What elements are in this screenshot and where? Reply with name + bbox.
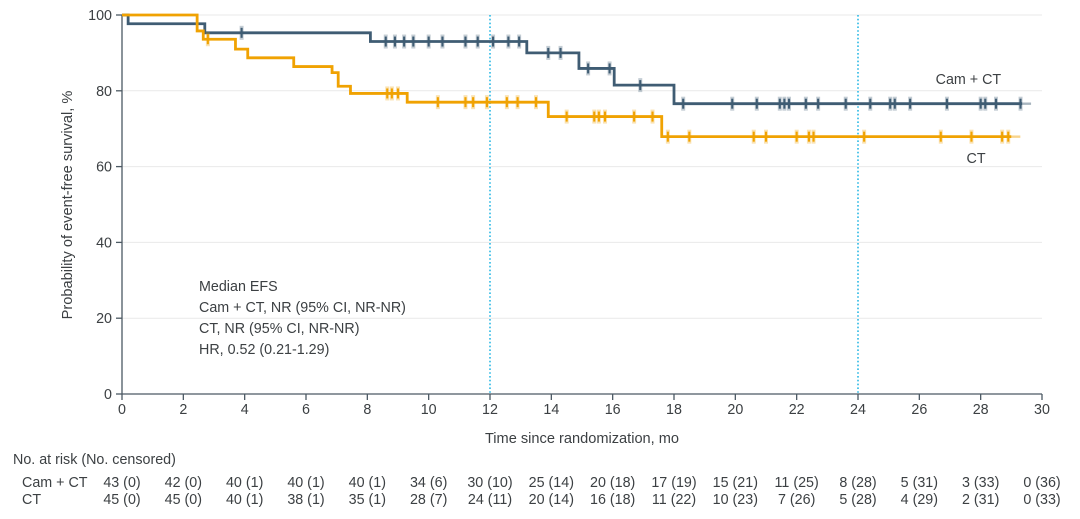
risk-cell-camct-m6: 40 (1) — [287, 475, 324, 491]
reference-lines — [489, 15, 859, 394]
annotation-line-hr: HR, 0.52 (0.21-1.29) — [199, 342, 329, 358]
risk-cell-camct-m10: 34 (6) — [410, 475, 447, 491]
x-tick-label-8: 8 — [363, 402, 371, 418]
risk-cell-camct-m24: 8 (28) — [839, 475, 876, 491]
annotation-line-ct: CT, NR (95% CI, NR-NR) — [199, 321, 359, 337]
risk-cell-camct-m14: 25 (14) — [529, 475, 574, 491]
y-tick-label-100: 100 — [88, 8, 112, 24]
annotation-line-median: Median EFS — [199, 279, 278, 295]
x-tick-label-26: 26 — [911, 402, 927, 418]
x-tick-label-10: 10 — [421, 402, 437, 418]
y-tick-label-20: 20 — [96, 311, 112, 327]
x-tick-label-22: 22 — [789, 402, 805, 418]
median-efs-annotation: Median EFS Cam + CT, NR (95% CI, NR-NR) … — [199, 279, 406, 358]
risk-cell-camct-m20: 15 (21) — [713, 475, 758, 491]
x-tick-label-30: 30 — [1034, 402, 1050, 418]
y-tick-label-80: 80 — [96, 84, 112, 100]
risk-cell-camct-m0: 43 (0) — [103, 475, 140, 491]
risk-cell-camct-m18: 17 (19) — [651, 475, 696, 491]
risk-cell-ct-m24: 5 (28) — [839, 492, 876, 508]
series-curve-ct — [122, 13, 1012, 139]
x-tick-label-6: 6 — [302, 402, 310, 418]
axes — [116, 14, 1043, 400]
risk-cell-ct-m18: 11 (22) — [652, 492, 696, 508]
risk-cell-ct-m2: 45 (0) — [165, 492, 202, 508]
x-tick-label-0: 0 — [118, 402, 126, 418]
risk-row-label-camct: Cam + CT — [22, 475, 88, 491]
x-tick-label-4: 4 — [241, 402, 249, 418]
risk-cell-camct-m22: 11 (25) — [775, 475, 819, 491]
y-tick-label-40: 40 — [96, 235, 112, 251]
risk-cell-ct-m28: 2 (31) — [962, 492, 999, 508]
series-label-camct: Cam + CT — [936, 72, 1002, 88]
x-tick-label-18: 18 — [666, 402, 682, 418]
x-tick-label-16: 16 — [605, 402, 621, 418]
risk-cell-ct-m0: 45 (0) — [103, 492, 140, 508]
risk-cell-ct-m10: 28 (7) — [410, 492, 447, 508]
gridlines — [122, 14, 1042, 319]
y-tick-label-0: 0 — [104, 387, 112, 403]
series-curve-camct — [122, 13, 1023, 106]
x-tick-label-2: 2 — [179, 402, 187, 418]
risk-table: No. at risk (No. censored) Cam + CT 43 (0… — [13, 452, 1061, 508]
x-tick-label-20: 20 — [727, 402, 743, 418]
risk-cell-ct-m6: 38 (1) — [287, 492, 324, 508]
risk-cell-ct-m30: 0 (33) — [1023, 492, 1060, 508]
y-tick-label-60: 60 — [96, 160, 112, 176]
risk-cell-camct-m28: 3 (33) — [962, 475, 999, 491]
risk-cell-ct-m12: 24 (11) — [468, 492, 512, 508]
survival-curves: Cam + CT CT — [122, 13, 1032, 167]
risk-cell-ct-m8: 35 (1) — [349, 492, 386, 508]
x-axis-title: Time since randomization, mo — [485, 431, 679, 447]
annotation-line-camct: Cam + CT, NR (95% CI, NR-NR) — [199, 300, 406, 316]
risk-table-title: No. at risk (No. censored) — [13, 452, 176, 468]
risk-cell-camct-m4: 40 (1) — [226, 475, 263, 491]
risk-cell-ct-m16: 16 (18) — [590, 492, 635, 508]
risk-cell-ct-m14: 20 (14) — [529, 492, 574, 508]
risk-row-label-ct: CT — [22, 492, 41, 508]
risk-cell-ct-m4: 40 (1) — [226, 492, 263, 508]
risk-cell-ct-m20: 10 (23) — [713, 492, 758, 508]
risk-cell-camct-m16: 20 (18) — [590, 475, 635, 491]
y-axis-title: Probability of event-free survival, % — [60, 91, 76, 320]
risk-cell-ct-m26: 4 (29) — [901, 492, 938, 508]
risk-cell-ct-m22: 7 (26) — [778, 492, 815, 508]
risk-cell-camct-m26: 5 (31) — [901, 475, 938, 491]
x-tick-label-12: 12 — [482, 402, 498, 418]
risk-cell-camct-m12: 30 (10) — [467, 475, 512, 491]
x-tick-label-24: 24 — [850, 402, 866, 418]
x-tick-label-28: 28 — [973, 402, 989, 418]
risk-cell-camct-m30: 0 (36) — [1023, 475, 1060, 491]
series-label-ct: CT — [967, 151, 986, 167]
x-tick-label-14: 14 — [543, 402, 559, 418]
risk-cell-camct-m8: 40 (1) — [349, 475, 386, 491]
risk-cell-camct-m2: 42 (0) — [165, 475, 202, 491]
